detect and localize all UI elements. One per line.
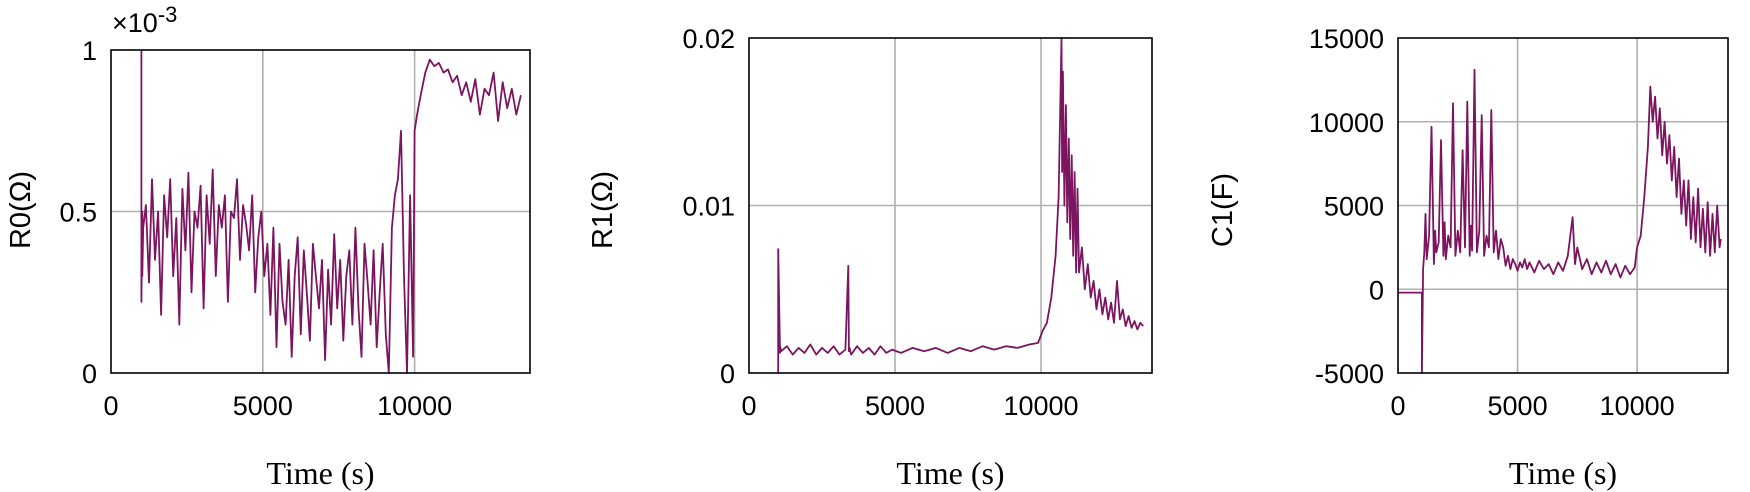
series-line (777, 37, 1144, 373)
x-tick-label: 0 (103, 391, 118, 421)
y-tick-label: -5000 (1315, 359, 1384, 389)
y-axis-label: R0(Ω) (5, 171, 37, 249)
x-axis-label: Time (s) (896, 455, 1004, 491)
x-tick-label: 5000 (865, 391, 925, 421)
x-axis-label: Time (s) (1509, 455, 1617, 491)
series-line (1398, 68, 1722, 374)
y-tick-label: 10000 (1309, 108, 1384, 138)
y-axis-label: C1(F) (1207, 173, 1239, 247)
x-tick-label: 0 (741, 391, 756, 421)
y-tick-label: 1 (82, 36, 97, 66)
series-line (140, 50, 522, 374)
y-tick-label: 0.01 (682, 192, 735, 222)
x-tick-label: 0 (1390, 391, 1405, 421)
x-tick-label: 10000 (377, 391, 452, 421)
chart-r0: 0 5000 10000 0 0.5 1 Time (s) R0(Ω) ×10-3 (5, 2, 531, 491)
plot-frame (110, 49, 531, 374)
y-tick-label: 0 (1369, 275, 1384, 305)
y-tick-label: 5000 (1324, 192, 1384, 222)
y-tick-label: 15000 (1309, 24, 1384, 54)
y-tick-label: 0 (720, 359, 735, 389)
plot-frame (1397, 37, 1729, 374)
y-axis-label: R1(Ω) (587, 171, 619, 249)
x-tick-label: 10000 (1600, 391, 1675, 421)
x-axis-label: Time (s) (266, 455, 374, 491)
y-tick-label: 0 (82, 359, 97, 389)
y-tick-label: 0.5 (59, 198, 97, 228)
x-tick-label: 5000 (233, 391, 293, 421)
chart-r1: 0 5000 10000 0 0.01 0.02 Time (s) R1(Ω) (587, 24, 1153, 491)
axis-multiplier: ×10-3 (112, 2, 177, 38)
y-tick-label: 0.02 (682, 24, 735, 54)
plot-frame (748, 37, 1153, 374)
x-tick-label: 10000 (1003, 391, 1078, 421)
x-tick-label: 5000 (1488, 391, 1548, 421)
